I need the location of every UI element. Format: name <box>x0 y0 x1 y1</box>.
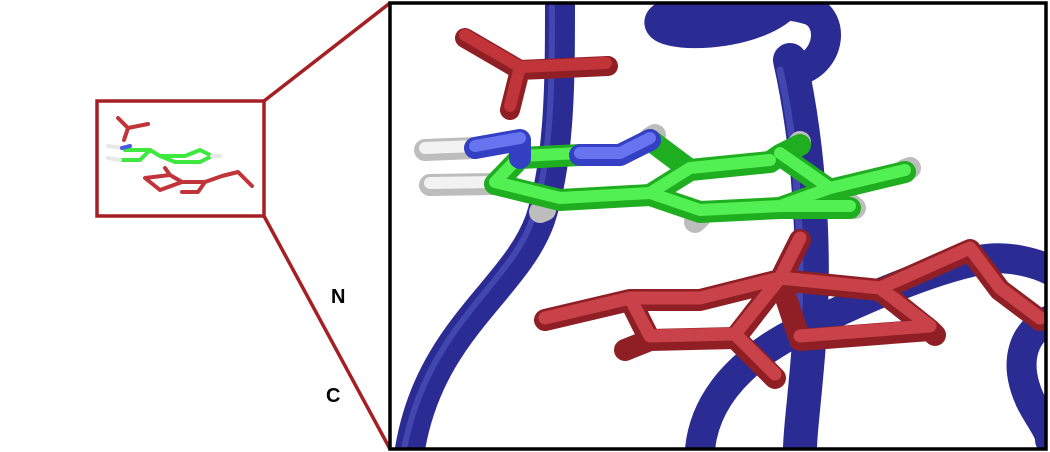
inset-border <box>388 1 1048 451</box>
inset-tube-loop <box>644 3 841 85</box>
residue-lower-sticks-light <box>538 231 1046 381</box>
zoom-connector-top <box>262 1 392 103</box>
inset-panel <box>388 1 1048 451</box>
inset-tube-lower <box>685 243 1046 449</box>
overview-ligand-ring <box>118 148 214 164</box>
inset-tube-right <box>1006 305 1046 449</box>
zoom-indicator <box>95 1 392 450</box>
inset-ligand <box>414 124 921 233</box>
overview-residue-upper <box>116 116 150 142</box>
residue-upper-sticks-light <box>459 29 612 112</box>
overview-hydrogens <box>106 144 222 162</box>
overview-residue-lower <box>143 166 254 194</box>
overview-ligand <box>106 116 254 194</box>
inset-residue-upper <box>455 28 618 120</box>
c-terminus-label: C <box>326 385 340 407</box>
inset-residue-lower <box>534 229 1046 389</box>
n-terminus-label: N <box>331 286 345 308</box>
overview-structure: N C <box>106 116 345 407</box>
inset-tube-left-highlight <box>401 3 555 449</box>
overview-nitrogen <box>120 144 132 150</box>
inset-tube-vertical <box>773 43 829 449</box>
zoom-region-box <box>95 99 266 218</box>
ligand-nitrogen-bonds-light <box>469 132 656 159</box>
zoom-connector-bottom <box>262 215 392 450</box>
